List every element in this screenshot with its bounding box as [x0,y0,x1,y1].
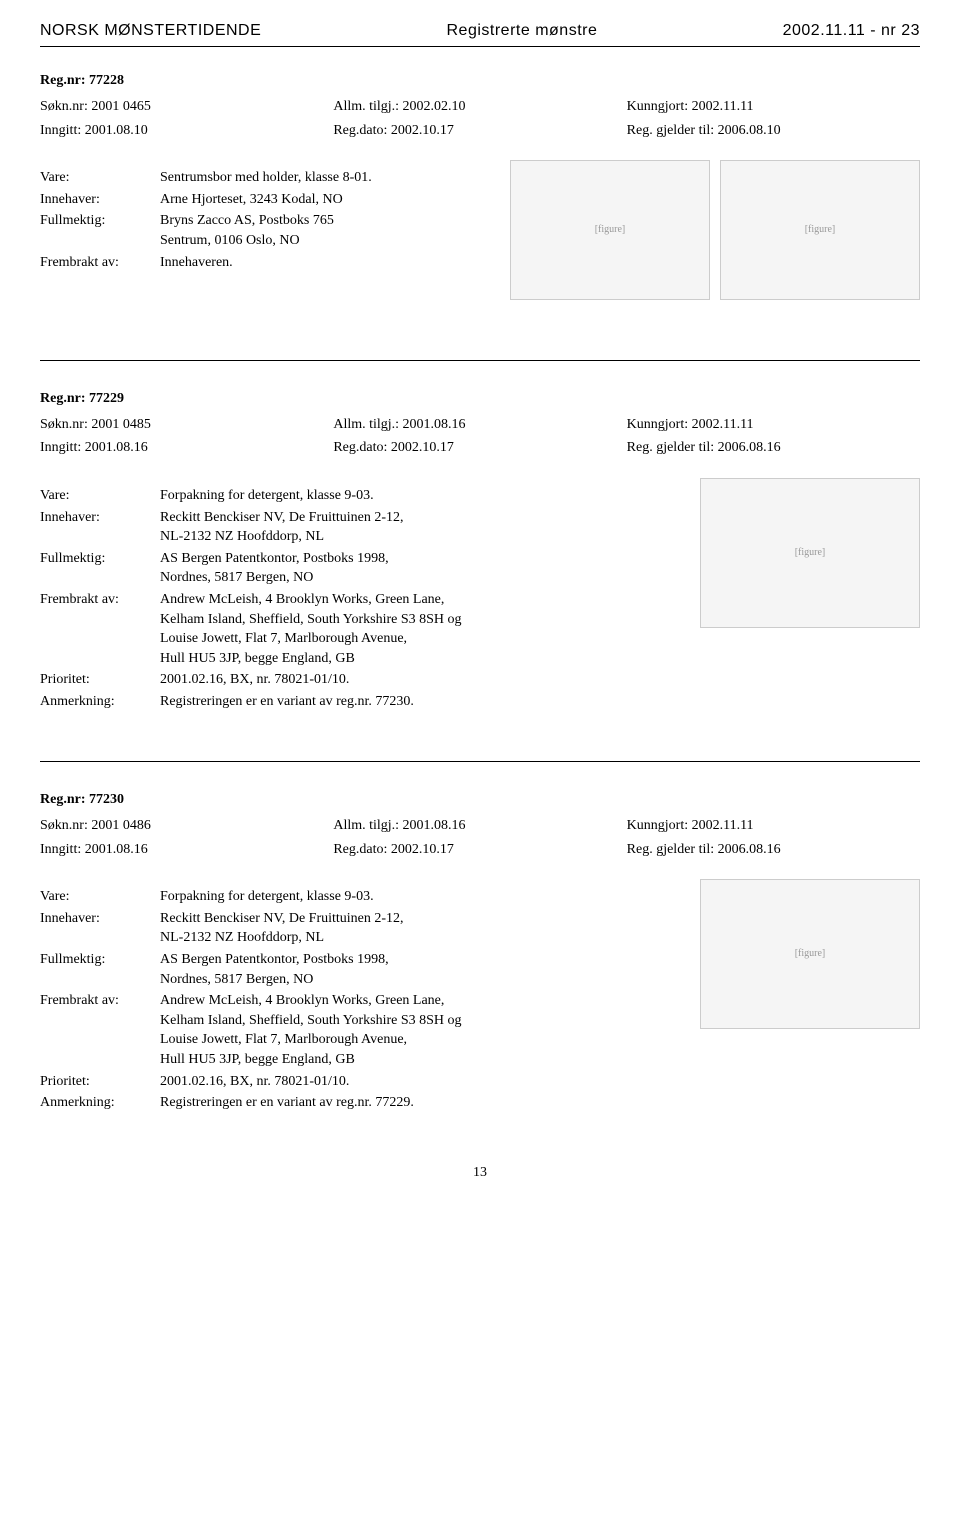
header-center: Registrerte mønstre [447,20,598,42]
reg-dato: Reg.dato: 2002.10.17 [333,840,626,860]
inngitt: Inngitt: 2001.08.16 [40,840,333,860]
figure-image: [figure] [700,879,920,1029]
kunngjort: Kunngjort: 2002.11.11 [627,816,920,836]
field-list: Vare:Forpakning for detergent, klasse 9-… [40,486,680,714]
sokn-nr: Søkn.nr: 2001 0486 [40,816,333,836]
content-row: Vare:Forpakning for detergent, klasse 9-… [40,478,920,714]
field-label: Prioritet: [40,1072,160,1092]
field-label: Innehaver: [40,508,160,547]
figure-image: [figure] [700,478,920,628]
allm-tilgj: Allm. tilgj.: 2002.02.10 [333,97,626,117]
field-value: 2001.02.16, BX, nr. 78021-01/10. [160,670,680,690]
field-label: Anmerkning: [40,692,160,712]
field-row: Vare:Forpakning for detergent, klasse 9-… [40,887,680,907]
field-value: Andrew McLeish, 4 Brooklyn Works, Green … [160,590,680,668]
entry-divider [40,761,920,762]
gjelder-til: Reg. gjelder til: 2006.08.10 [627,121,920,141]
field-row: Fullmektig:AS Bergen Patentkontor, Postb… [40,950,680,989]
field-value: Innehaveren. [160,253,490,273]
header-left: NORSK MØNSTERTIDENDE [40,20,261,42]
field-row: Prioritet:2001.02.16, BX, nr. 78021-01/1… [40,670,680,690]
field-label: Vare: [40,168,160,188]
entry: Reg.nr: 77229 Søkn.nr: 2001 0485Allm. til… [40,389,920,713]
kunngjort: Kunngjort: 2002.11.11 [627,97,920,117]
field-label: Fullmektig: [40,950,160,989]
field-value: Bryns Zacco AS, Postboks 765 Sentrum, 01… [160,211,490,250]
field-row: Vare:Forpakning for detergent, klasse 9-… [40,486,680,506]
kunngjort: Kunngjort: 2002.11.11 [627,415,920,435]
field-value: AS Bergen Patentkontor, Postboks 1998, N… [160,549,680,588]
entry: Reg.nr: 77230 Søkn.nr: 2001 0486Allm. til… [40,790,920,1114]
reg-nr: Reg.nr: 77230 [40,790,920,810]
field-label: Fullmektig: [40,549,160,588]
field-value: Registreringen er en variant av reg.nr. … [160,1093,680,1113]
field-row: Anmerkning:Registreringen er en variant … [40,692,680,712]
field-label: Innehaver: [40,909,160,948]
entry: Reg.nr: 77228 Søkn.nr: 2001 0465Allm. til… [40,71,920,312]
field-list: Vare:Forpakning for detergent, klasse 9-… [40,887,680,1115]
field-label: Anmerkning: [40,1093,160,1113]
field-label: Vare: [40,887,160,907]
figure-image: [figure] [510,160,710,300]
field-row: Innehaver:Reckitt Benckiser NV, De Fruit… [40,508,680,547]
field-label: Frembrakt av: [40,253,160,273]
field-label: Frembrakt av: [40,590,160,668]
field-value: AS Bergen Patentkontor, Postboks 1998, N… [160,950,680,989]
field-label: Vare: [40,486,160,506]
field-value: Reckitt Benckiser NV, De Fruittuinen 2-1… [160,508,680,547]
sokn-nr: Søkn.nr: 2001 0485 [40,415,333,435]
field-label: Innehaver: [40,190,160,210]
gjelder-til: Reg. gjelder til: 2006.08.16 [627,840,920,860]
field-value: Registreringen er en variant av reg.nr. … [160,692,680,712]
field-row: Anmerkning:Registreringen er en variant … [40,1093,680,1113]
figure-row: [figure][figure] [510,160,920,300]
sokn-nr: Søkn.nr: 2001 0465 [40,97,333,117]
reg-dato: Reg.dato: 2002.10.17 [333,121,626,141]
entry-divider [40,360,920,361]
field-row: Vare:Sentrumsbor med holder, klasse 8-01… [40,168,490,188]
meta-grid: Søkn.nr: 2001 0485Allm. tilgj.: 2001.08.… [40,415,920,458]
figure-image: [figure] [720,160,920,300]
field-value: Forpakning for detergent, klasse 9-03. [160,887,680,907]
content-row: Vare:Forpakning for detergent, klasse 9-… [40,879,920,1115]
page-header: NORSK MØNSTERTIDENDE Registrerte mønstre… [40,20,920,47]
field-row: Fullmektig:AS Bergen Patentkontor, Postb… [40,549,680,588]
reg-nr: Reg.nr: 77229 [40,389,920,409]
header-right: 2002.11.11 - nr 23 [783,20,920,42]
field-label: Frembrakt av: [40,991,160,1069]
field-value: Forpakning for detergent, klasse 9-03. [160,486,680,506]
field-row: Frembrakt av:Andrew McLeish, 4 Brooklyn … [40,991,680,1069]
field-row: Fullmektig:Bryns Zacco AS, Postboks 765 … [40,211,490,250]
field-label: Prioritet: [40,670,160,690]
field-row: Innehaver:Reckitt Benckiser NV, De Fruit… [40,909,680,948]
meta-grid: Søkn.nr: 2001 0465Allm. tilgj.: 2002.02.… [40,97,920,140]
inngitt: Inngitt: 2001.08.16 [40,438,333,458]
field-value: Reckitt Benckiser NV, De Fruittuinen 2-1… [160,909,680,948]
field-row: Prioritet:2001.02.16, BX, nr. 78021-01/1… [40,1072,680,1092]
field-row: Frembrakt av:Andrew McLeish, 4 Brooklyn … [40,590,680,668]
reg-dato: Reg.dato: 2002.10.17 [333,438,626,458]
inngitt: Inngitt: 2001.08.10 [40,121,333,141]
page-number: 13 [40,1163,920,1183]
field-row: Innehaver:Arne Hjorteset, 3243 Kodal, NO [40,190,490,210]
field-list: Vare:Sentrumsbor med holder, klasse 8-01… [40,168,490,274]
field-value: Andrew McLeish, 4 Brooklyn Works, Green … [160,991,680,1069]
field-value: 2001.02.16, BX, nr. 78021-01/10. [160,1072,680,1092]
field-value: Arne Hjorteset, 3243 Kodal, NO [160,190,490,210]
field-label: Fullmektig: [40,211,160,250]
allm-tilgj: Allm. tilgj.: 2001.08.16 [333,816,626,836]
gjelder-til: Reg. gjelder til: 2006.08.16 [627,438,920,458]
allm-tilgj: Allm. tilgj.: 2001.08.16 [333,415,626,435]
meta-grid: Søkn.nr: 2001 0486Allm. tilgj.: 2001.08.… [40,816,920,859]
field-value: Sentrumsbor med holder, klasse 8-01. [160,168,490,188]
reg-nr: Reg.nr: 77228 [40,71,920,91]
field-row: Frembrakt av:Innehaveren. [40,253,490,273]
